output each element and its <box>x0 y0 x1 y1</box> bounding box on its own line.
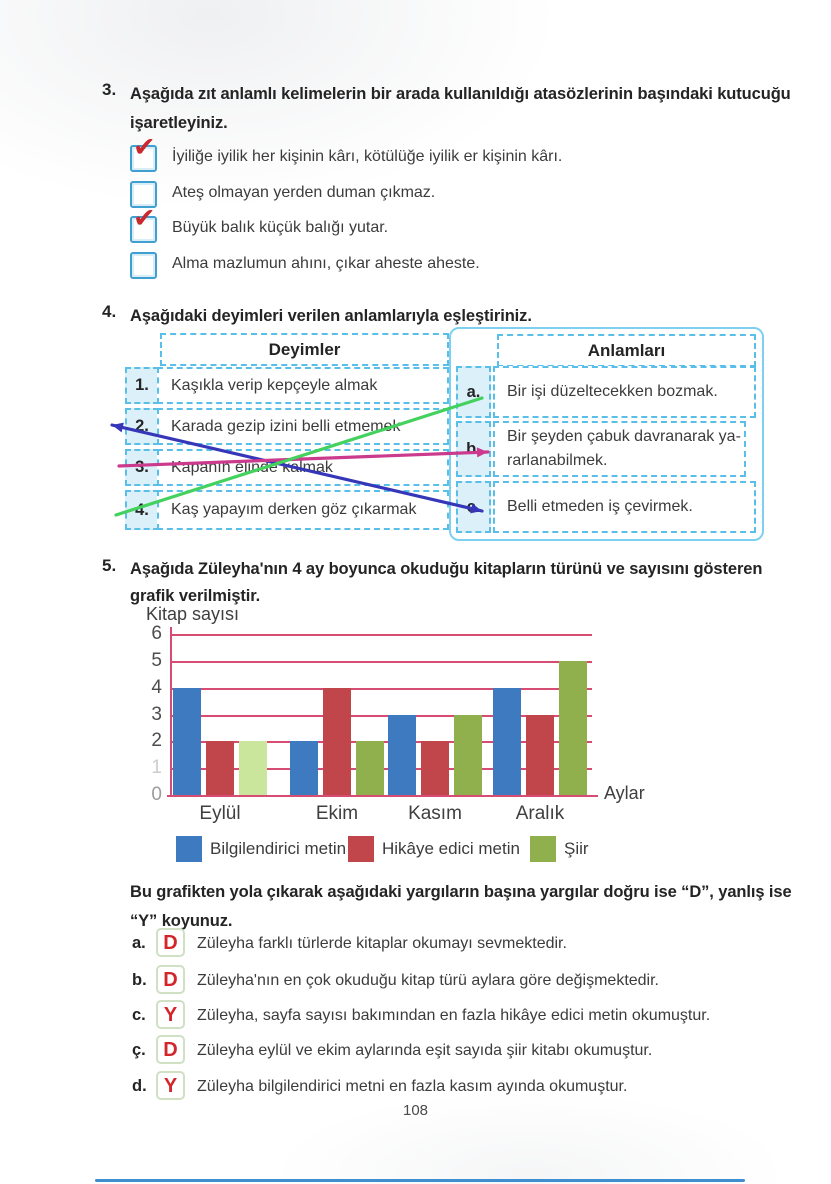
chart-gridline <box>170 634 592 637</box>
legend-label: Bilgilendirici metin <box>210 839 347 858</box>
q4-number: 4. <box>102 302 117 321</box>
judgment-d-answer-box[interactable]: Y <box>156 1071 185 1100</box>
checkbox-proverb-2[interactable] <box>130 181 157 208</box>
chart-category-label: Aralık <box>515 803 565 824</box>
judgment-cc-answer: D <box>163 1038 178 1061</box>
chart-bar <box>206 741 234 795</box>
legend-swatch <box>530 836 556 862</box>
chart-y-tick: 0 <box>151 784 162 805</box>
q5-number: 5. <box>102 556 117 575</box>
chart-bar <box>421 741 449 795</box>
meaning-b-letter: b. <box>456 421 491 477</box>
proverb-3-text: Büyük balık küçük balığı yutar. <box>172 219 389 236</box>
red-check-icon: ✔ <box>133 132 156 163</box>
judgment-a-label: a. <box>132 934 146 952</box>
idiom-2-num: 2. <box>125 408 159 445</box>
chart-bar <box>559 661 587 795</box>
judgment-b-text: Züleyha'nın en çok okuduğu kitap türü ay… <box>197 972 659 989</box>
chart-bar <box>493 688 521 795</box>
chart-bar <box>239 741 267 795</box>
judgment-b-answer-box[interactable]: D <box>156 965 185 994</box>
chart-bar <box>388 715 416 795</box>
judgment-b-answer: D <box>163 968 178 991</box>
chart-bar <box>173 688 201 795</box>
chart-category-label: Eylül <box>199 803 241 824</box>
legend-swatch <box>176 836 202 862</box>
chart-x-axis <box>167 795 598 797</box>
idiom-3-text[interactable]: Kapanın elinde kalmak <box>157 449 449 486</box>
chart-bar <box>454 715 482 795</box>
judgment-cc-label: ç. <box>132 1041 146 1059</box>
q5-prompt: Aşağıda Züleyha'nın 4 ay boyunca okuduğu… <box>130 560 763 605</box>
chart-gridline <box>170 714 592 717</box>
idiom-4-text[interactable]: Kaş yapayım derken göz çıkarmak <box>157 490 449 530</box>
idioms-header: Deyimler <box>160 333 449 366</box>
proverb-4-text: Alma mazlumun ahını, çıkar aheste aheste… <box>172 255 480 272</box>
judgments-prompt: Bu grafikten yola çıkarak aşağıdaki yarg… <box>130 883 792 930</box>
match-line-arrow <box>112 422 124 433</box>
chart-bar <box>526 715 554 795</box>
chart-bar <box>290 741 318 795</box>
judgment-d-label: d. <box>132 1077 147 1095</box>
chart-gridline <box>170 687 592 690</box>
chart-bar <box>323 688 351 795</box>
chart-y-axis-title: Kitap sayısı <box>146 604 240 624</box>
judgment-a-answer: D <box>163 931 178 954</box>
judgment-b-label: b. <box>132 971 147 989</box>
checkbox-proverb-1[interactable]: ✔ <box>130 134 157 172</box>
chart-category-label: Kasım <box>408 803 462 824</box>
legend-swatch <box>348 836 374 862</box>
meaning-a-letter: a. <box>456 366 491 418</box>
chart-y-tick: 6 <box>151 623 162 645</box>
checkbox-proverb-4[interactable] <box>130 252 157 279</box>
meaning-c-text[interactable]: Belli etmeden iş çevirmek. <box>493 481 756 533</box>
chart-x-axis-title: Aylar <box>604 783 645 803</box>
judgment-d-text: Züleyha bilgilendirici metni en fazla ka… <box>197 1078 628 1095</box>
q3-prompt: Aşağıda zıt anlamlı kelimelerin bir arad… <box>130 85 791 132</box>
idiom-1-num: 1. <box>125 367 159 404</box>
proverb-2-text: Ateş olmayan yerden duman çıkmaz. <box>172 184 436 201</box>
chart-gridline <box>170 768 592 771</box>
chart-y-tick: 2 <box>151 730 162 752</box>
judgment-c-text: Züleyha, sayfa sayısı bakımından en fazl… <box>197 1007 711 1024</box>
legend-label: Hikâye edici metin <box>382 839 520 858</box>
judgment-a-text: Züleyha farklı türlerde kitaplar okumayı… <box>197 935 567 952</box>
chart-gridline <box>170 741 592 744</box>
meanings-header: Anlamları <box>497 334 756 367</box>
idiom-2-text[interactable]: Karada gezip izini belli etmemek <box>157 408 449 445</box>
chart-category-label: Ekim <box>315 803 359 824</box>
meaning-b-text[interactable]: Bir şeyden çabuk davranarak ya-rarlanabi… <box>493 421 746 477</box>
q4-prompt: Aşağıdaki deyimleri verilen anlamlarıyla… <box>130 307 532 325</box>
chart-y-tick: 3 <box>151 703 162 725</box>
chart-y-axis <box>170 627 172 795</box>
judgment-c-label: c. <box>132 1006 146 1024</box>
judgment-d-answer: Y <box>163 1074 178 1097</box>
checkbox-proverb-3[interactable]: ✔ <box>130 205 157 243</box>
meaning-c-letter: c. <box>456 481 491 533</box>
judgment-c-answer-box[interactable]: Y <box>156 1000 185 1029</box>
chart-y-tick: 4 <box>151 676 162 698</box>
bottom-edge-line <box>95 1179 745 1182</box>
idiom-4-num: 4. <box>125 490 159 530</box>
idiom-3-num: 3. <box>125 449 159 486</box>
red-check-icon: ✔ <box>133 203 156 234</box>
judgment-a-answer-box[interactable]: D <box>156 928 185 957</box>
page-number: 108 <box>402 1102 429 1119</box>
judgment-cc-text: Züleyha eylül ve ekim aylarında eşit say… <box>197 1042 653 1059</box>
meaning-a-text[interactable]: Bir işi düzeltecekken bozmak. <box>493 366 756 418</box>
judgment-c-answer: Y <box>163 1003 178 1026</box>
idiom-1-text[interactable]: Kaşıkla verip kepçeyle almak <box>157 367 449 404</box>
chart-bar <box>356 741 384 795</box>
proverb-1-text: İyiliğe iyilik her kişinin kârı, kötülüğ… <box>172 148 563 165</box>
chart-gridline <box>170 661 592 663</box>
legend-label: Şiir <box>564 839 589 858</box>
chart-y-tick: 5 <box>151 650 162 671</box>
judgment-cc-answer-box[interactable]: D <box>156 1035 185 1064</box>
chart-y-tick: 1 <box>151 757 162 779</box>
q3-number: 3. <box>102 80 117 99</box>
